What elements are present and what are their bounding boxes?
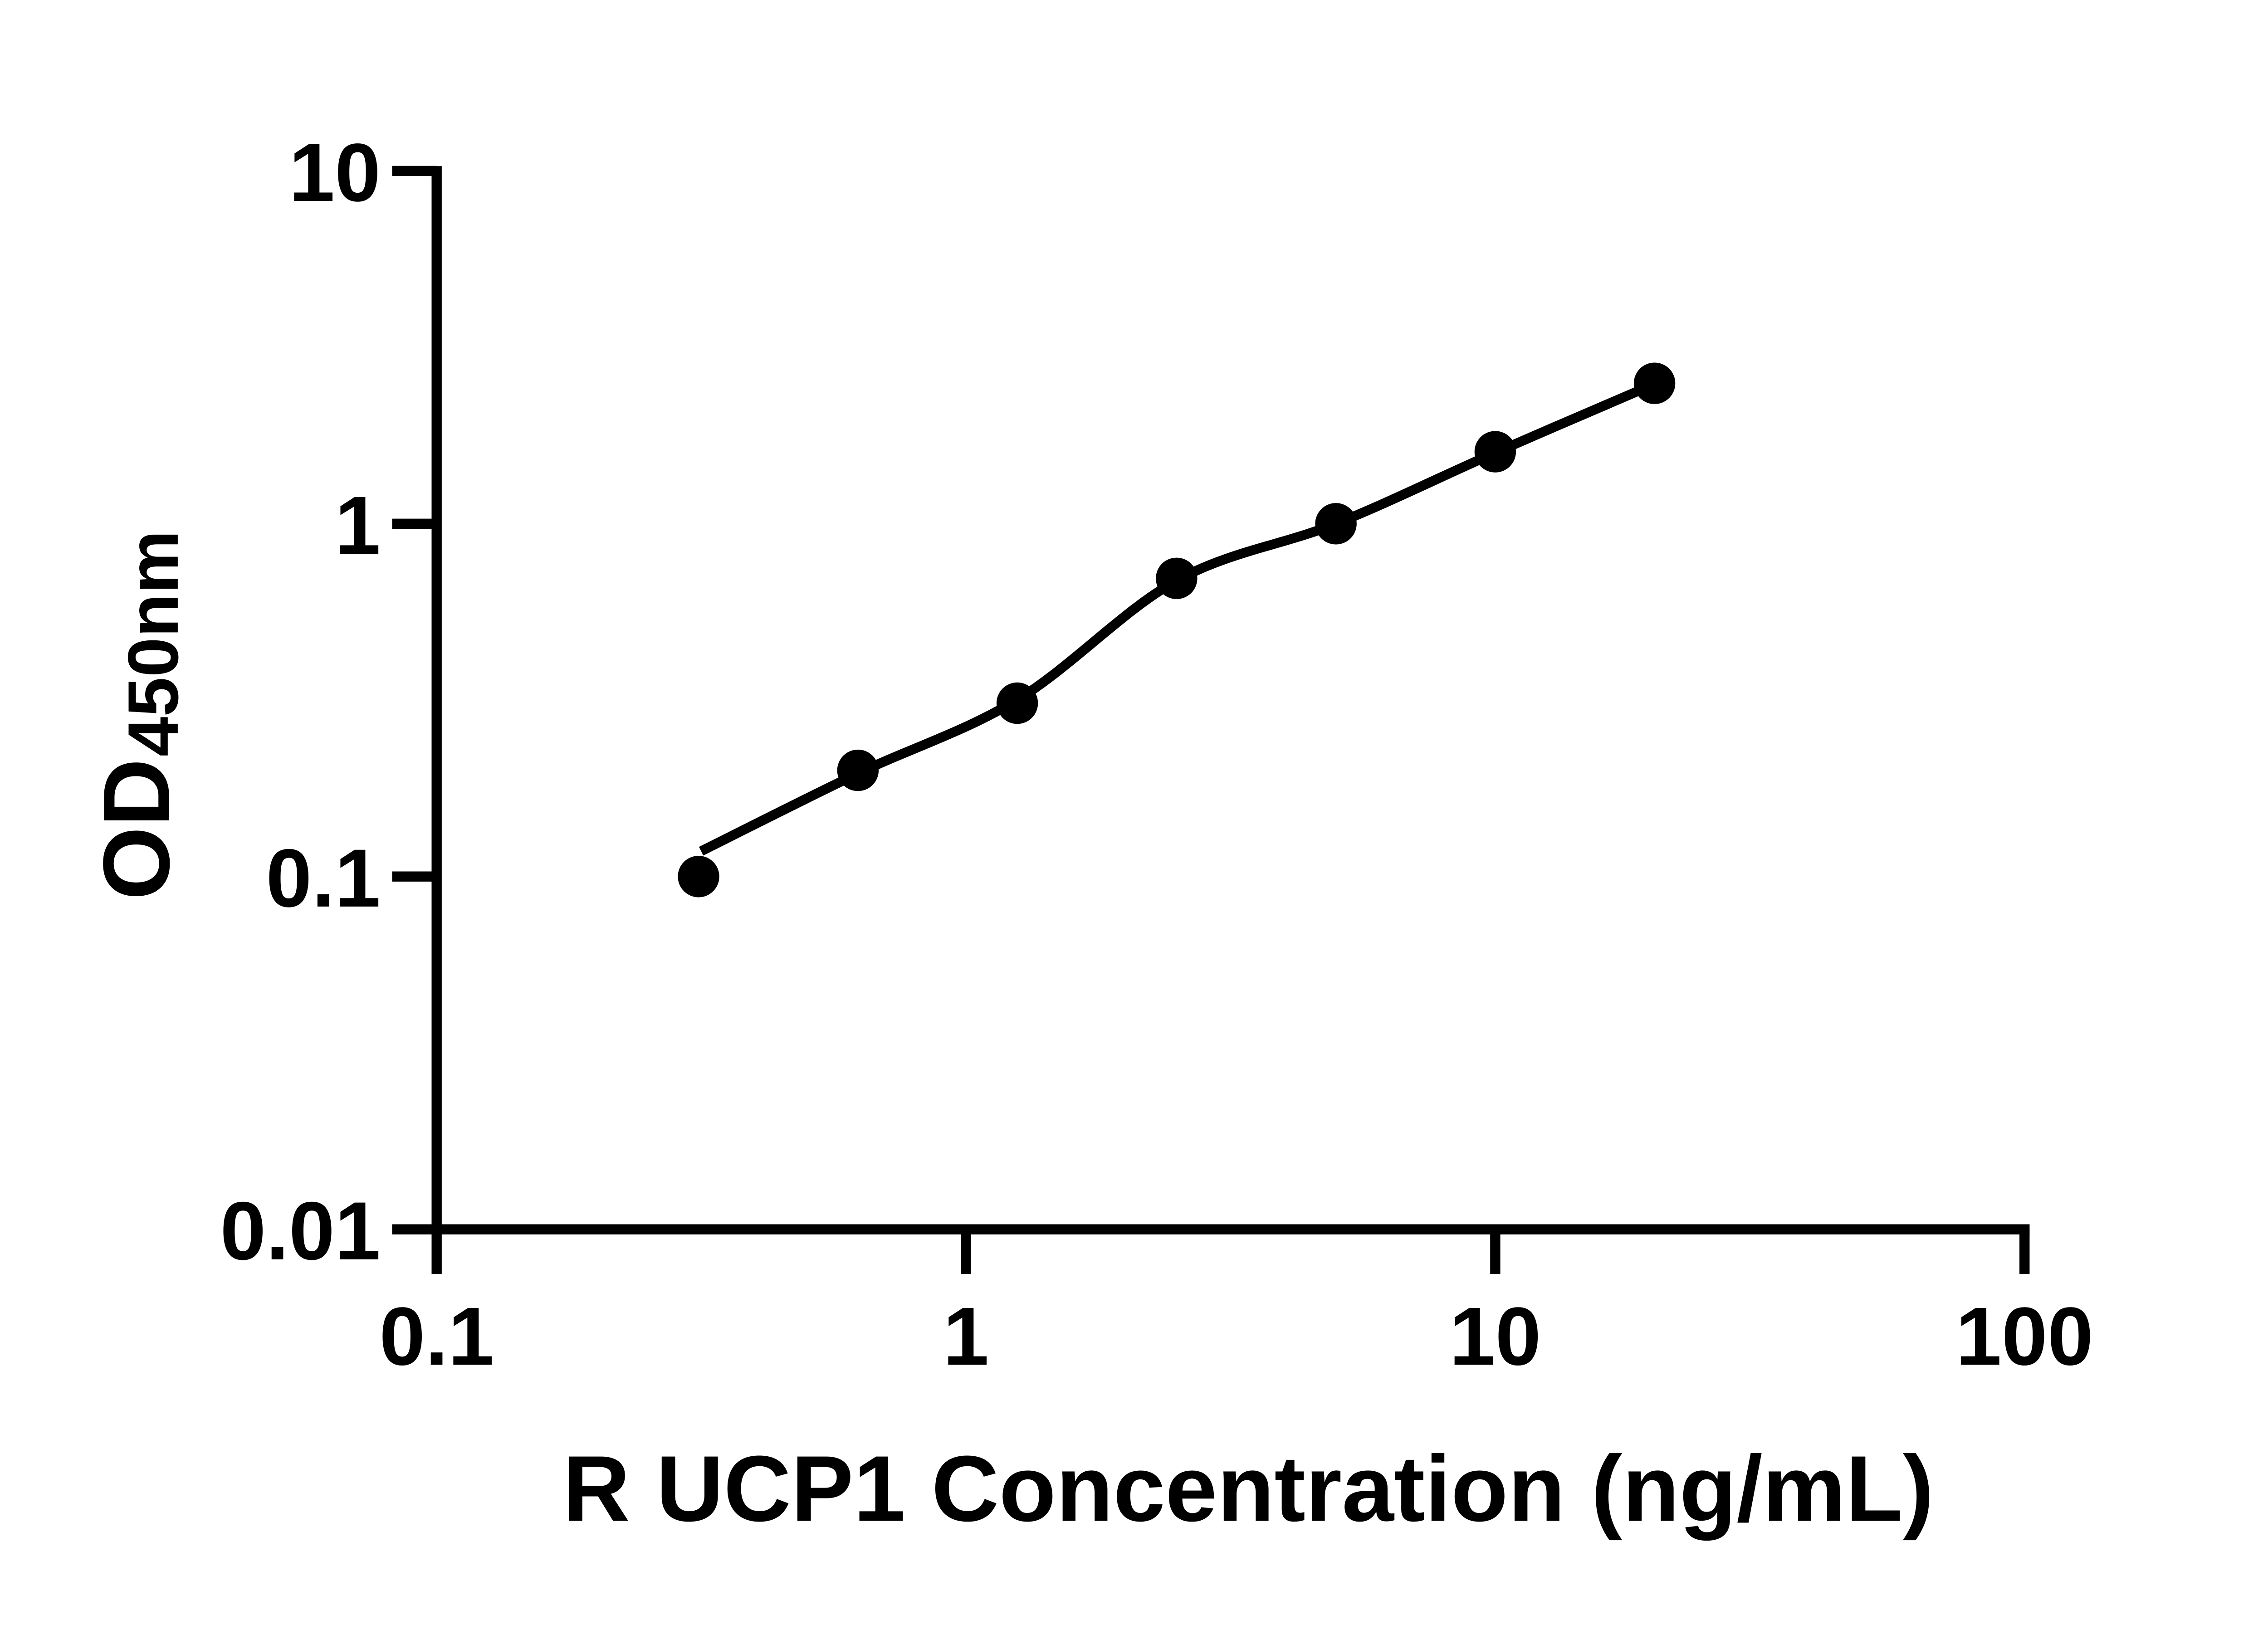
x-tick-label: 10 xyxy=(1449,1290,1541,1382)
data-point xyxy=(1156,557,1198,600)
data-point xyxy=(1315,503,1357,545)
x-tick-label: 0.1 xyxy=(379,1290,494,1382)
data-point xyxy=(678,856,719,898)
y-tick-label: 0.01 xyxy=(220,1185,381,1277)
data-points-group xyxy=(678,362,1676,898)
data-point xyxy=(837,749,879,791)
axes xyxy=(431,166,2030,1234)
data-point xyxy=(1633,362,1676,404)
y-tick-label: 10 xyxy=(289,126,381,219)
data-point xyxy=(996,682,1038,724)
y-axis-title-subscript: 450nm xyxy=(113,530,193,756)
y-axis-title-main: OD xyxy=(84,758,189,900)
y-tick-label: 1 xyxy=(335,479,381,571)
data-point xyxy=(1474,431,1516,473)
y-axis-title: OD 450nm xyxy=(84,530,193,900)
x-axis-title: R UCP1 Concentration (ng/mL) xyxy=(562,1436,1934,1541)
x-axis-ticks: 0.1 1 10 100 xyxy=(379,1229,2093,1382)
x-tick-label: 1 xyxy=(943,1290,989,1382)
y-axis-ticks: 0.01 0.1 1 10 xyxy=(220,126,437,1277)
y-tick-label: 0.1 xyxy=(266,832,381,924)
x-tick-label: 100 xyxy=(1956,1290,2093,1382)
